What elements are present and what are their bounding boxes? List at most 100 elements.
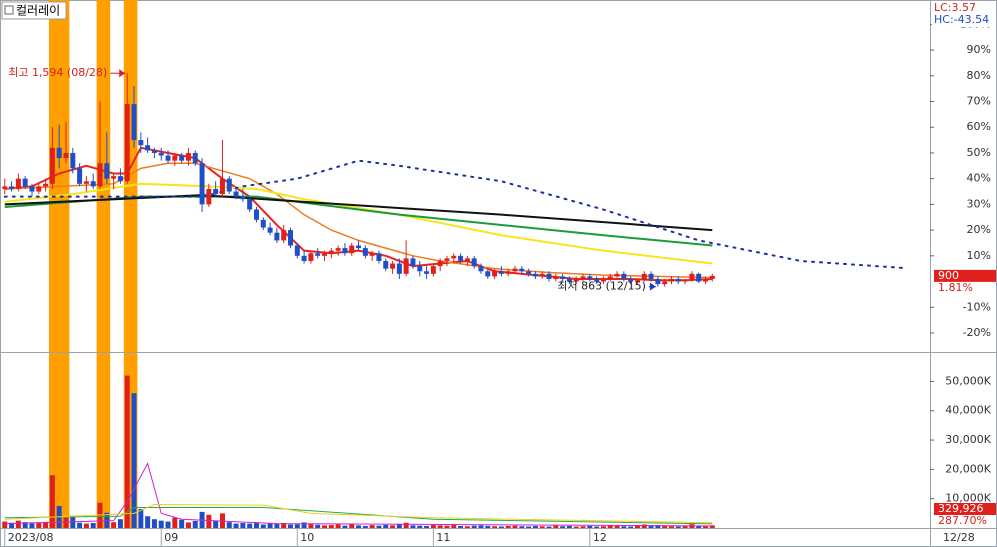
volume-bar (600, 526, 606, 528)
top-label-bg (932, 1, 996, 27)
y-tick-label: -20% (963, 326, 991, 339)
volume-bar (532, 525, 538, 528)
volume-bar (417, 525, 423, 528)
volume-bar (117, 519, 123, 528)
candle-body (165, 155, 171, 161)
legend-label: 컬러레이 (16, 4, 60, 18)
volume-bar (424, 525, 430, 528)
y-tick-label: 20,000K (945, 462, 991, 475)
y-tick-label: 50,000K (945, 374, 991, 387)
candle-body (185, 152, 191, 161)
candle-body (267, 227, 273, 233)
volume-bar (607, 525, 613, 528)
volume-bar (172, 517, 178, 528)
candle-body (464, 258, 470, 261)
x-tick-label: 11 (436, 531, 450, 544)
volume-bar (614, 525, 620, 528)
volume-bar (247, 523, 253, 528)
candle-body (70, 152, 76, 169)
volume-bar (369, 525, 375, 528)
candle-body (240, 196, 246, 200)
y-tick-label: 60% (967, 120, 991, 133)
y-tick-label: 70% (967, 95, 991, 108)
candle-body (430, 266, 436, 274)
volume-bar (287, 524, 293, 528)
candle-body (226, 178, 232, 192)
candle-body (369, 253, 375, 256)
volume-change: 287.70% (938, 514, 987, 527)
candle-body (124, 104, 130, 182)
candle-body (274, 232, 280, 241)
candle-body (138, 140, 144, 146)
candle-body (519, 268, 525, 272)
volume-bar (151, 519, 157, 528)
volume-bar (553, 525, 559, 528)
y-tick-label: 40,000K (945, 404, 991, 417)
y-tick-label: 20% (967, 223, 991, 236)
candle-body (614, 273, 620, 277)
volume-bar (539, 526, 545, 528)
volume-bar (675, 526, 681, 528)
candle-body (709, 275, 715, 279)
candle-body (29, 186, 35, 192)
candle-body (287, 230, 293, 246)
candle-body (505, 271, 511, 274)
volume-bar (383, 524, 389, 528)
candle-body (478, 266, 484, 272)
candle-body (213, 188, 219, 195)
candle-body (655, 278, 661, 285)
candle-body (111, 176, 117, 179)
legend-box[interactable] (1, 1, 67, 20)
candle-body (437, 260, 443, 267)
volume-bar (526, 526, 532, 528)
candle-body (247, 199, 253, 210)
highlight-band (48, 0, 70, 528)
candle-body (539, 273, 545, 277)
volume-bar (641, 524, 647, 528)
candle-body (410, 258, 416, 267)
candle-body (206, 188, 212, 205)
candle-body (43, 183, 49, 187)
volume-bar (192, 520, 198, 528)
candle-body (22, 178, 28, 187)
volume-bar (580, 526, 586, 528)
volume-bar (356, 525, 362, 528)
volume-bar (464, 526, 470, 528)
candle-body (335, 248, 341, 251)
candle-body (573, 278, 579, 282)
volume-bar (376, 525, 382, 528)
candle-body (9, 186, 15, 189)
volume-bar (138, 508, 144, 528)
y-tick-label: 30,000K (945, 433, 991, 446)
volume-bar (648, 525, 654, 528)
candle-body (131, 104, 137, 141)
candle-body (696, 273, 702, 282)
volume-bar (226, 522, 232, 528)
annotation: 최고 1,594 (08/28) (8, 66, 107, 79)
candle-body (349, 245, 355, 254)
candle-body (628, 278, 634, 282)
candle-body (458, 255, 464, 261)
volume-bar (274, 523, 280, 528)
candle-body (158, 152, 164, 156)
candle-body (424, 271, 430, 274)
volume-bar (260, 524, 266, 528)
volume-bar (206, 514, 212, 528)
candle-body (192, 152, 198, 164)
line-series (4, 504, 713, 524)
candle-body (403, 258, 409, 274)
volume-bar (267, 523, 273, 528)
volume-bar (165, 521, 171, 528)
candle-body (219, 178, 225, 195)
volume-bar (335, 524, 341, 528)
volume-bar (281, 523, 287, 528)
candle-body (63, 152, 69, 159)
annotation-arrowhead (649, 282, 656, 291)
candle-body (315, 253, 321, 256)
volume-bar (328, 525, 334, 528)
volume-bar (621, 526, 627, 528)
volume-bar (437, 525, 443, 528)
volume-bar (696, 525, 702, 528)
y-tick-label: 10% (967, 249, 991, 262)
volume-bar (213, 520, 219, 528)
